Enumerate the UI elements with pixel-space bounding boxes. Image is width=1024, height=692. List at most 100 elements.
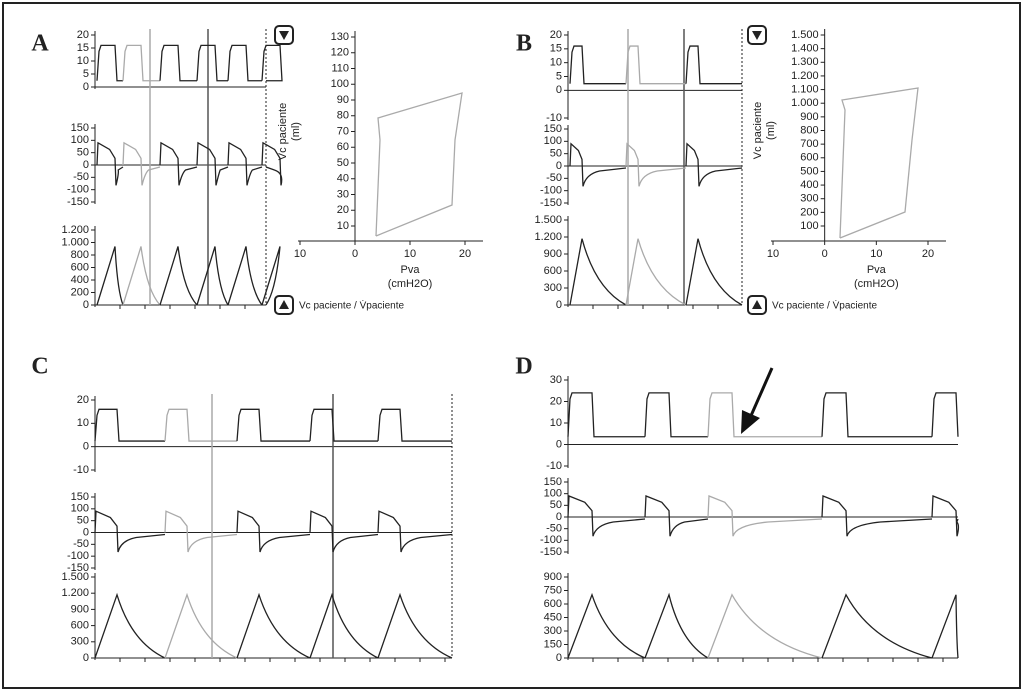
y-tick-label: 40 [337,173,349,185]
pressure-trace [122,44,160,82]
volume-trace [685,238,743,306]
y-tick-label: 200 [71,286,89,298]
y-tick-label: 120 [331,47,349,59]
x-axis-label: Pva [401,264,421,276]
x-axis-unit: (cmH2O) [854,278,899,290]
y-tick-label: 600 [71,261,89,273]
flow-trace [567,495,646,537]
volume-trace [821,593,933,659]
x-tick-label: 10 [870,248,882,260]
y-tick-label: 30 [550,374,562,386]
volume-trace [122,246,161,306]
y-tick-label: 1.000 [791,97,819,109]
y-tick-label: 10 [77,55,89,67]
volume-trace [309,592,379,659]
loop-trace [839,87,919,239]
button-icon [752,31,762,40]
y-tick-label: 1.200 [791,70,819,82]
y-tick-label: 1.300 [791,56,819,68]
y-tick-label: -50 [73,171,89,183]
y-tick-label: 1.500 [534,214,562,226]
y-tick-label: 10 [550,57,562,69]
y-tick-label: 400 [71,274,89,286]
y-tick-label: 15 [77,42,89,54]
y-tick-label: 1.200 [61,224,89,236]
y-tick-label: 0 [556,511,562,523]
pressure-trace [236,408,310,442]
pressure-trace [685,45,742,85]
x-tick-label: 10 [294,248,306,260]
y-tick-label: 20 [337,204,349,216]
y-tick-label: 1.500 [791,29,819,41]
y-tick-label: 0 [83,652,89,664]
y-tick-label: 10 [77,417,89,429]
button-icon [279,300,289,309]
loop-trace [375,92,463,237]
flow-trace [159,141,198,186]
pressure-trace [196,44,228,82]
y-tick-label: 1.500 [61,571,89,583]
y-tick-label: 1.200 [61,587,89,599]
y-tick-label: 0 [556,299,562,311]
flow-trace [164,510,238,553]
legend-text: Vc paciente / V̇paciente [772,299,878,312]
y-tick-label: 300 [800,193,818,205]
y-tick-label: -10 [73,464,89,476]
y-tick-label: 50 [77,147,89,159]
y-tick-label: 50 [77,515,89,527]
flow-trace [309,510,379,553]
y-tick-label: 20 [77,394,89,406]
volume-trace [227,246,263,306]
y-tick-label: 60 [337,141,349,153]
volume-trace [261,246,281,306]
y-tick-label: -10 [546,460,562,472]
panel-label: A [31,31,49,57]
y-tick-label: 0 [83,159,89,171]
y-axis-unit: (ml) [765,121,777,140]
y-axis-label: Vc paciente [752,102,764,159]
y-tick-label: 50 [337,157,349,169]
pressure-trace [707,392,822,438]
y-tick-label: 0 [83,299,89,311]
flow-trace [122,141,161,186]
y-tick-label: 0 [556,438,562,450]
y-tick-label: 90 [337,94,349,106]
flow-trace [96,141,124,186]
pressure-trace [569,45,626,85]
y-tick-label: 10 [550,417,562,429]
volume-trace [164,592,238,659]
y-tick-label: -50 [73,538,89,550]
y-tick-label: 450 [544,611,562,623]
flow-trace [261,141,283,186]
y-tick-label: 20 [550,29,562,41]
y-tick-label: 600 [71,620,89,632]
y-tick-label: 900 [800,111,818,123]
y-tick-label: 0 [83,441,89,453]
flow-trace [196,141,229,186]
volume-trace [236,592,311,659]
legend-text: Vc paciente / V̇paciente [299,299,405,312]
y-tick-label: 70 [337,125,349,137]
pressure-trace [567,392,645,438]
pressure-trace [377,408,452,442]
y-tick-label: 750 [544,584,562,596]
y-tick-label: 150 [71,122,89,134]
y-tick-label: 600 [544,598,562,610]
volume-trace [625,238,687,306]
y-tick-label: 100 [71,503,89,515]
y-tick-label: 900 [544,571,562,583]
y-tick-label: 1.100 [791,83,819,95]
volume-trace [159,246,198,306]
volume-trace [569,238,627,306]
y-tick-label: 100 [544,135,562,147]
pressure-trace [94,408,165,442]
y-tick-label: 800 [800,124,818,136]
x-tick-label: 10 [767,248,779,260]
y-tick-label: 300 [71,636,89,648]
y-axis-unit: (ml) [290,122,302,141]
y-tick-label: 200 [800,206,818,218]
pressure-trace [261,44,283,82]
button-icon [752,300,762,309]
